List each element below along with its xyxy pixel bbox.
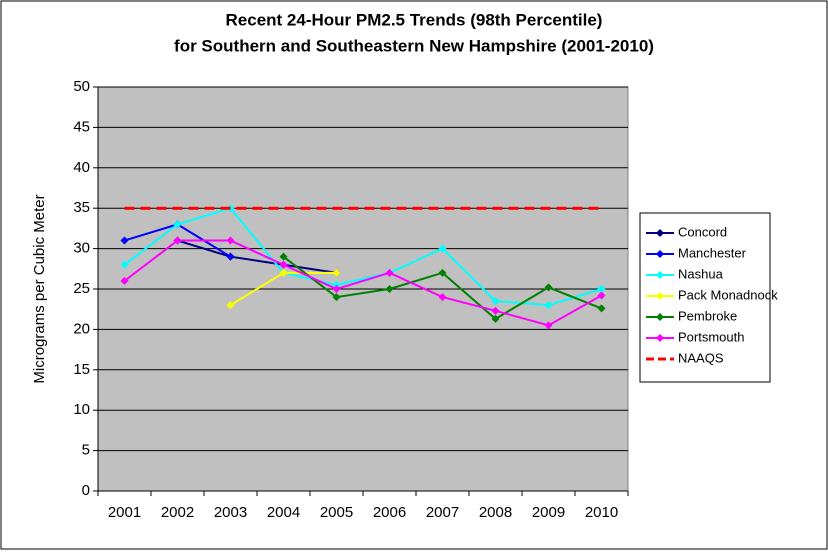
data-point <box>597 304 606 313</box>
data-point <box>544 321 553 330</box>
x-tick-label: 2001 <box>108 504 141 521</box>
data-point <box>226 252 235 261</box>
x-tick-label: 2008 <box>479 504 512 521</box>
data-point <box>279 252 288 261</box>
legend-marker <box>656 250 664 258</box>
legend-marker <box>656 292 664 300</box>
data-point <box>385 268 394 277</box>
y-tick-label: 40 <box>73 159 90 176</box>
data-point <box>597 285 606 293</box>
y-tick-label: 25 <box>73 280 90 297</box>
data-point <box>332 268 341 277</box>
data-point <box>438 268 447 277</box>
legend-label: Nashua <box>678 266 724 281</box>
legend-label: Concord <box>678 224 727 239</box>
data-point <box>332 293 341 302</box>
legend-label: Pembroke <box>678 308 737 323</box>
legend-label: Pack Monadnock <box>678 287 778 302</box>
x-tick-label: 2007 <box>426 504 459 521</box>
data-point <box>173 236 182 245</box>
x-tick-label: 2004 <box>267 504 300 521</box>
legend-label: NAAQS <box>678 350 724 365</box>
chart-title: for Southern and Southeastern New Hampsh… <box>174 36 654 55</box>
legend-marker <box>656 313 664 321</box>
y-tick-label: 10 <box>73 401 90 418</box>
data-point <box>544 301 553 310</box>
data-point <box>597 291 606 300</box>
data-point <box>120 260 129 269</box>
x-tick-label: 2009 <box>532 504 565 521</box>
y-tick-label: 20 <box>73 320 90 337</box>
x-tick-label: 2003 <box>214 504 247 521</box>
chart-title: Recent 24-Hour PM2.5 Trends (98th Percen… <box>226 10 603 29</box>
series-line <box>177 239 337 274</box>
legend-marker <box>656 229 664 237</box>
legend-marker <box>656 334 664 342</box>
y-tick-label: 45 <box>73 118 90 135</box>
data-point <box>332 280 341 289</box>
x-tick-label: 2002 <box>161 504 194 521</box>
y-tick-label: 50 <box>73 78 90 95</box>
x-tick-label: 2010 <box>585 504 618 521</box>
y-tick-label: 15 <box>73 361 90 378</box>
data-point <box>491 297 500 306</box>
data-point <box>385 285 394 293</box>
data-point <box>332 285 341 293</box>
data-point <box>120 236 129 245</box>
x-tick-label: 2005 <box>320 504 353 521</box>
data-point <box>438 244 447 253</box>
data-point <box>491 314 500 323</box>
data-point <box>279 268 288 277</box>
data-point <box>173 220 182 229</box>
data-point <box>438 293 447 302</box>
legend-label: Portsmouth <box>678 329 744 344</box>
data-point <box>491 306 500 315</box>
data-point <box>544 283 553 292</box>
data-point <box>120 276 129 285</box>
y-tick-label: 35 <box>73 199 90 216</box>
y-tick-label: 30 <box>73 240 90 257</box>
y-axis-label: Micrograms per Cubic Meter <box>31 194 48 383</box>
y-tick-label: 5 <box>82 442 90 459</box>
legend-label: Manchester <box>678 245 747 260</box>
data-point <box>279 260 288 269</box>
data-point <box>226 301 235 310</box>
x-tick-label: 2006 <box>373 504 406 521</box>
legend-marker <box>656 271 664 279</box>
series-line <box>123 239 602 327</box>
data-point <box>226 236 235 245</box>
y-tick-label: 0 <box>82 482 90 499</box>
